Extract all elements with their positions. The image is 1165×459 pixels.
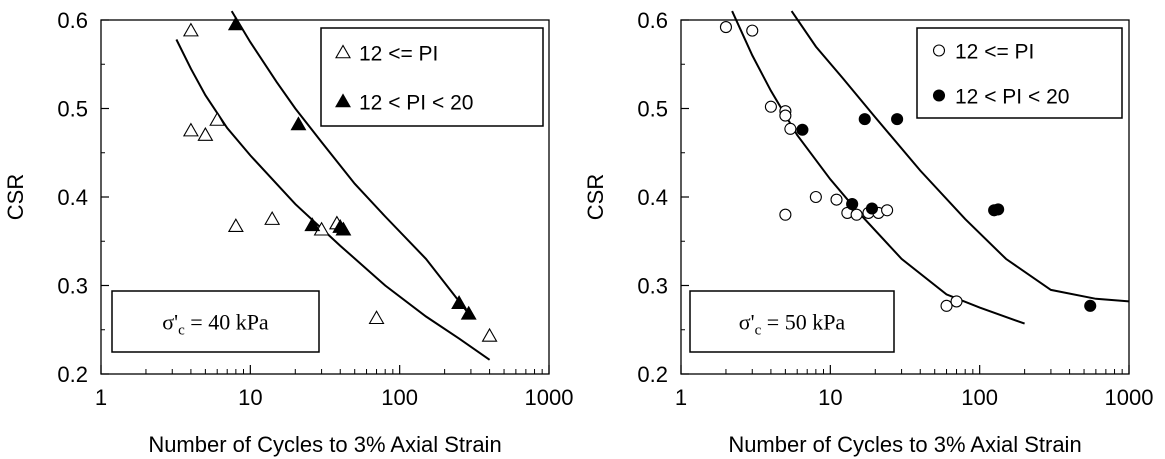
- y-axis-title: CSR: [583, 174, 608, 220]
- data-point-open: [719, 21, 733, 34]
- data-point-open: [850, 208, 863, 221]
- legend-marker: [335, 93, 351, 108]
- data-point-filled: [460, 305, 477, 320]
- y-tick-label: 0.6: [637, 8, 668, 33]
- data-point-open: [764, 100, 777, 113]
- data-point-open: [182, 122, 199, 137]
- data-point-open: [227, 218, 244, 233]
- y-tick-label: 0.5: [637, 97, 668, 122]
- annotation: σ'c = 50 kPa: [689, 290, 895, 353]
- data-point-open: [940, 299, 953, 312]
- data-point-open: [481, 327, 498, 342]
- data-point-open: [368, 310, 385, 325]
- legend-marker: [932, 89, 946, 102]
- legend-box: [916, 27, 1123, 119]
- x-tick-label: 1000: [525, 385, 574, 410]
- data-point-filled: [451, 295, 468, 310]
- data-point-filled: [304, 217, 321, 232]
- data-point-open: [746, 24, 759, 37]
- annotation-box: [111, 290, 320, 353]
- legend-marker: [932, 44, 946, 57]
- x-tick-label: 100: [381, 385, 418, 410]
- data-point-filled: [335, 221, 352, 236]
- y-tick-label: 0.4: [57, 185, 88, 210]
- data-point-filled: [796, 123, 809, 136]
- legend: 12 <= PI 12 < PI < 20: [320, 27, 544, 127]
- trend-curve-2: [790, 10, 1130, 303]
- legend-label: 12 <= PI: [955, 41, 1034, 64]
- annotation-box: [689, 290, 895, 353]
- chart-panel-1: 1 10 100 1000 0.2 0.3 0.4 0.5 0.6 Number of Cycle…: [3, 8, 573, 457]
- trend-curve-2: [230, 10, 472, 318]
- data-point-filled: [846, 198, 859, 211]
- x-axis-title: Number of Cycles to 3% Axial Strain: [728, 432, 1081, 457]
- legend-label: 12 < PI < 20: [359, 92, 473, 115]
- x-tick-label: 10: [818, 385, 842, 410]
- y-tick-label: 0.5: [57, 97, 88, 122]
- chart-panel-2: 1 10 100 1000 0.2 0.3 0.4 0.5 0.6 Number of Cycle…: [583, 8, 1153, 457]
- y-tick-label: 0.3: [57, 274, 88, 299]
- data-point-filled: [1084, 299, 1097, 312]
- x-tick-label: 10: [238, 385, 262, 410]
- y-axis-title: CSR: [3, 174, 28, 220]
- x-tick-label: 1000: [1105, 385, 1154, 410]
- legend-label: 12 < PI < 20: [955, 86, 1069, 109]
- data-point-filled: [891, 113, 904, 126]
- data-point-open: [209, 111, 226, 126]
- data-point-open: [809, 190, 822, 204]
- y-tick-label: 0.2: [57, 362, 88, 387]
- data-point-open: [881, 204, 894, 217]
- legend-marker: [335, 44, 351, 59]
- annotation-text: σ'c = 40 kPa: [162, 310, 269, 339]
- data-point-open: [264, 211, 281, 225]
- legend-box: [320, 27, 544, 127]
- y-tick-label: 0.3: [637, 274, 668, 299]
- y-tick-label: 0.4: [637, 185, 668, 210]
- data-point-open: [779, 109, 792, 122]
- x-tick-label: 1: [95, 385, 107, 410]
- data-point-open: [950, 295, 963, 308]
- data-point-filled: [992, 203, 1005, 216]
- x-tick-label: 100: [961, 385, 998, 410]
- annotation: σ'c = 40 kPa: [111, 290, 320, 353]
- data-point-open: [784, 122, 797, 135]
- x-axis-title: Number of Cycles to 3% Axial Strain: [148, 432, 501, 457]
- data-point-filled: [227, 16, 244, 31]
- data-point-filled: [858, 113, 871, 126]
- trend-curve-1: [175, 39, 491, 361]
- data-point-open: [779, 208, 792, 221]
- y-tick-label: 0.2: [637, 362, 668, 387]
- data-point-open: [182, 22, 199, 37]
- data-point-filled: [290, 116, 307, 131]
- annotation-text: σ'c = 50 kPa: [739, 310, 846, 339]
- legend-label: 12 <= PI: [359, 43, 438, 66]
- y-tick-label: 0.6: [57, 8, 88, 33]
- data-point-open: [197, 126, 214, 141]
- x-tick-label: 1: [675, 385, 687, 410]
- trend-curve-1: [731, 10, 1025, 325]
- data-point-filled: [865, 202, 879, 215]
- data-point-open: [830, 193, 843, 206]
- legend: 12 <= PI 12 < PI < 20: [916, 27, 1123, 119]
